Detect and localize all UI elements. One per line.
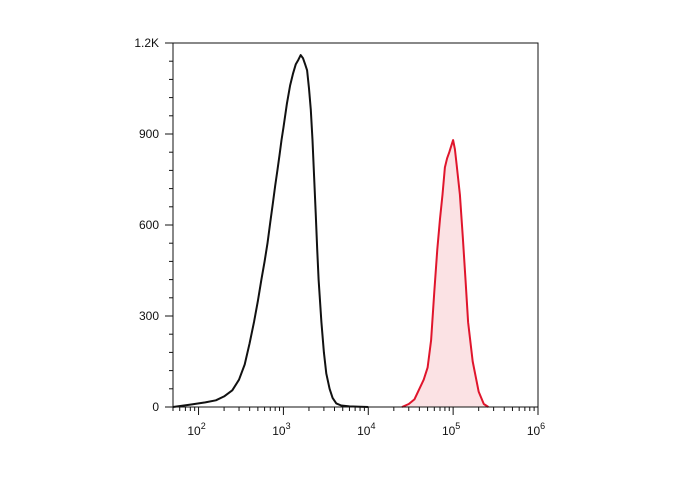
x-tick-label-exponent: 2 xyxy=(201,421,206,431)
y-tick-label: 0 xyxy=(152,400,159,414)
x-tick-label-base: 10 xyxy=(527,424,541,438)
y-tick-label: 1.2K xyxy=(134,36,159,50)
y-axis: 0 300 600 900 1.2K xyxy=(134,36,173,414)
x-tick-label: 103 xyxy=(272,421,290,438)
x-tick-label-base: 10 xyxy=(442,424,456,438)
y-tick-label: 900 xyxy=(139,127,159,141)
x-tick-label-base: 10 xyxy=(187,424,201,438)
y-tick-label: 600 xyxy=(139,218,159,232)
x-tick-label: 106 xyxy=(527,421,545,438)
x-tick-label-base: 10 xyxy=(272,424,286,438)
x-tick-label-exponent: 6 xyxy=(540,421,545,431)
series-2-fill xyxy=(402,140,489,407)
x-tick-label-exponent: 4 xyxy=(370,421,375,431)
y-tick-label: 300 xyxy=(139,309,159,323)
x-tick-label-exponent: 3 xyxy=(286,421,291,431)
plot-frame xyxy=(172,42,539,408)
x-tick-label: 105 xyxy=(442,421,460,438)
series-1-line xyxy=(172,54,369,408)
x-tick-label: 102 xyxy=(187,421,205,438)
x-tick-label-exponent: 5 xyxy=(455,421,460,431)
series-layer xyxy=(172,54,489,408)
series-2-line xyxy=(401,139,489,408)
x-axis: 102 103 104 105 106 xyxy=(172,407,545,438)
x-tick-label-base: 10 xyxy=(357,424,371,438)
x-tick-label: 104 xyxy=(357,421,375,438)
